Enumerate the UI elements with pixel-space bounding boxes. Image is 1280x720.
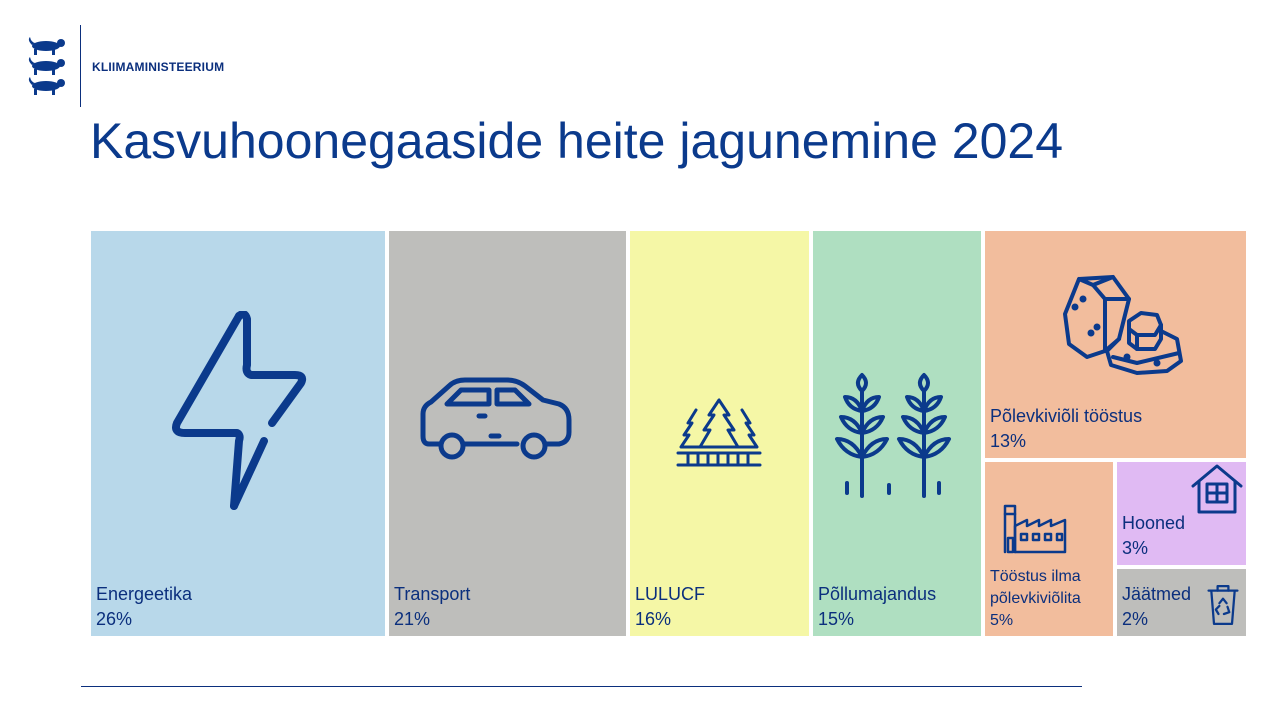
tile-label: Hooned 3% — [1122, 511, 1185, 561]
lightning-icon — [172, 311, 307, 510]
car-icon — [420, 377, 572, 460]
tile-label: Jäätmed 2% — [1122, 582, 1191, 632]
coat-of-arms-logo — [28, 37, 65, 95]
tile-label: Tööstus ilma põlevkiviõlita 5% — [990, 566, 1081, 632]
category-name: Jäätmed — [1122, 584, 1192, 604]
category-value: 2% — [1122, 609, 1149, 629]
tile-label: Transport 21% — [394, 582, 470, 632]
tile-polevkivioli-toostus: Põlevkiviõli tööstus 13% — [985, 231, 1246, 458]
tile-transport: Transport 21% — [389, 231, 626, 636]
logo-divider — [80, 25, 81, 107]
category-value: 15% — [818, 609, 855, 629]
tile-jaatmed: Jäätmed 2% — [1117, 569, 1246, 636]
category-value: 13% — [990, 431, 1027, 451]
oil-shale-rocks-icon — [1063, 275, 1183, 375]
factory-icon — [1003, 504, 1067, 554]
tile-label: Energeetika 26% — [96, 582, 192, 632]
category-value: 16% — [635, 609, 672, 629]
category-value: 26% — [96, 609, 133, 629]
page-title: Kasvuhoonegaaside heite jagunemine 2024 — [90, 113, 1063, 169]
category-name: Hooned — [1122, 513, 1186, 533]
tile-energeetika: Energeetika 26% — [91, 231, 385, 636]
organization-name: KLIIMAMINISTEERIUM — [92, 60, 225, 74]
tile-label: Põlevkiviõli tööstus 13% — [990, 404, 1142, 454]
wheat-icon — [835, 373, 951, 498]
category-name: Energeetika — [96, 584, 193, 604]
tile-label: LULUCF 16% — [635, 582, 705, 632]
category-value: 3% — [1122, 538, 1149, 558]
forest-icon — [676, 398, 762, 467]
category-name-line-2: põlevkiviõlita — [990, 590, 1081, 607]
category-name: Põllumajandus — [818, 584, 937, 604]
tile-hooned: Hooned 3% — [1117, 462, 1246, 565]
category-name-line-1: Tööstus ilma — [990, 568, 1081, 585]
category-name: LULUCF — [635, 584, 706, 604]
category-value: 21% — [394, 609, 431, 629]
category-name: Transport — [394, 584, 471, 604]
category-value: 5% — [990, 612, 1014, 629]
emissions-treemap: Energeetika 26% Transport 21% — [91, 231, 1246, 636]
recycle-bin-icon — [1207, 584, 1239, 626]
tile-label: Põllumajandus 15% — [818, 582, 936, 632]
house-icon — [1191, 464, 1243, 514]
footer-divider — [81, 686, 1082, 687]
tile-pollumajandus: Põllumajandus 15% — [813, 231, 981, 636]
tile-lulucf: LULUCF 16% — [630, 231, 809, 636]
tile-toostus-ilma-polevkiviolita: Tööstus ilma põlevkiviõlita 5% — [985, 462, 1113, 636]
category-name: Põlevkiviõli tööstus — [990, 406, 1143, 426]
